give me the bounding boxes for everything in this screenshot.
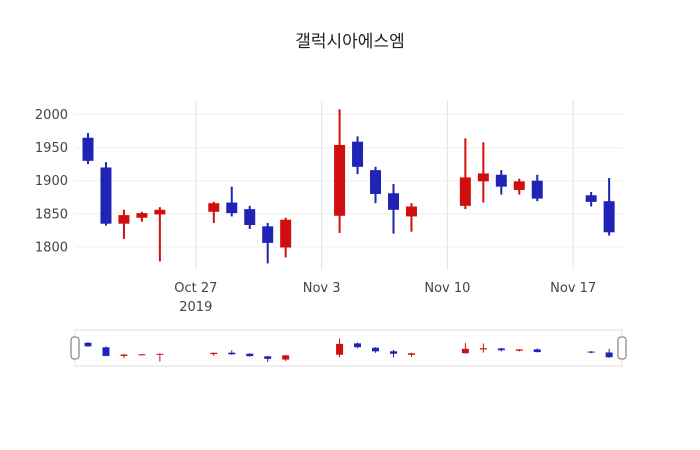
mini-candle-body bbox=[228, 352, 236, 355]
x-tick-label: Nov 17 bbox=[550, 281, 596, 296]
mini-candle-body bbox=[515, 349, 523, 351]
mini-candle-body bbox=[605, 352, 613, 358]
candle-body bbox=[531, 180, 543, 199]
mini-candle-body bbox=[497, 348, 505, 351]
mini-candle-body bbox=[407, 353, 415, 355]
candle-body bbox=[262, 226, 274, 243]
mini-candle-body bbox=[102, 347, 110, 356]
rangeslider[interactable] bbox=[74, 329, 623, 367]
rangeslider-handle-left[interactable] bbox=[70, 336, 80, 360]
candle-body bbox=[352, 141, 364, 167]
candle-body bbox=[334, 144, 346, 216]
mini-candle-body bbox=[84, 342, 92, 347]
candle-body bbox=[118, 215, 130, 224]
mini-candle-body bbox=[389, 351, 397, 354]
candle-body bbox=[82, 137, 94, 161]
candle-body bbox=[154, 209, 166, 215]
x-tick-label: Nov 3 bbox=[303, 281, 341, 296]
y-tick-label: 1800 bbox=[35, 240, 68, 255]
mini-candle-body bbox=[264, 356, 272, 359]
candle-body bbox=[513, 181, 525, 190]
y-tick-label: 2000 bbox=[35, 108, 68, 123]
rangeslider-handle-right[interactable] bbox=[617, 336, 627, 360]
candle-body bbox=[244, 209, 256, 226]
candle-body bbox=[100, 167, 112, 224]
candle-body bbox=[208, 203, 220, 212]
candle-body bbox=[603, 201, 615, 233]
x-tick-sublabel: 2019 bbox=[179, 300, 212, 315]
candle-body bbox=[495, 174, 507, 187]
x-tick-label: Oct 27 bbox=[174, 281, 217, 296]
candle-body bbox=[226, 202, 238, 214]
mini-candle-body bbox=[533, 349, 541, 353]
candle-body bbox=[387, 193, 399, 210]
mini-candle-body bbox=[282, 355, 290, 360]
candle-body bbox=[280, 219, 292, 248]
candle-body bbox=[459, 177, 471, 206]
mini-candle-body bbox=[138, 354, 146, 356]
mini-candle-body bbox=[372, 347, 380, 352]
y-tick-label: 1850 bbox=[35, 207, 68, 222]
candle-body bbox=[405, 206, 417, 217]
candle-body bbox=[370, 170, 382, 194]
mini-candle-body bbox=[479, 348, 487, 350]
x-tick-label: Nov 10 bbox=[424, 281, 470, 296]
mini-candle-body bbox=[461, 348, 469, 354]
candle-body bbox=[136, 213, 148, 218]
mini-candle-body bbox=[587, 351, 595, 353]
chart-title: 갤럭시아에스엠 bbox=[295, 32, 405, 52]
candle-body bbox=[585, 195, 597, 202]
mini-candle-body bbox=[354, 343, 362, 348]
candle-body bbox=[477, 173, 489, 182]
y-tick-label: 1900 bbox=[35, 174, 68, 189]
mini-candle-body bbox=[246, 353, 254, 357]
mini-candle-body bbox=[210, 352, 218, 355]
y-tick-label: 1950 bbox=[35, 141, 68, 156]
mini-candle-body bbox=[336, 343, 344, 355]
mini-candle-body bbox=[120, 354, 128, 356]
mini-candle-body bbox=[156, 353, 164, 355]
